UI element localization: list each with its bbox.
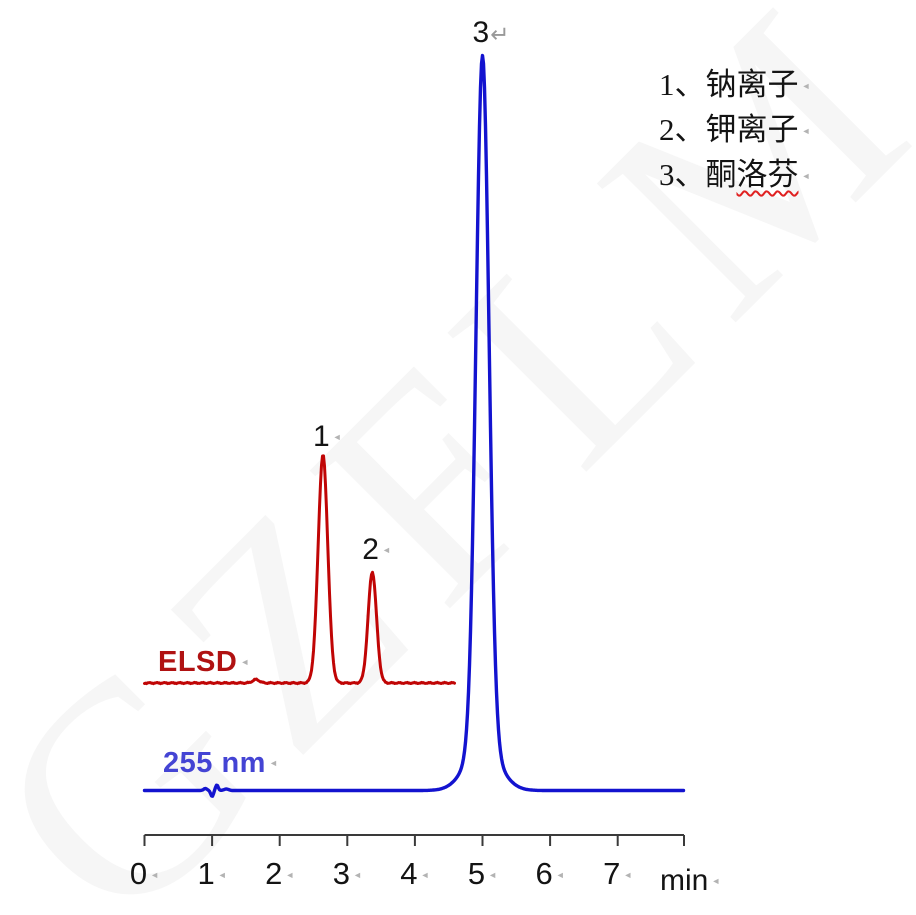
x-tick-label-4: 4 ◄ <box>400 856 429 892</box>
x-axis <box>143 834 685 846</box>
peak-number: 3 <box>472 16 490 49</box>
x-tick-value: 0 <box>129 856 148 891</box>
elsd-trace-label: ELSD ◄ <box>158 646 250 679</box>
legend-item-sodium: 1、钠离子 ◄ <box>659 62 810 107</box>
legend-item-ketoprofen-text: 3、酮 <box>659 157 737 192</box>
x-axis-unit-text: min <box>660 864 709 897</box>
uv-255nm-trace-label-text: 255 nm <box>163 747 266 779</box>
format-mark-icon: ◄ <box>381 545 391 555</box>
peak-label-2: 2 ◄ <box>362 533 391 567</box>
legend-item-ketoprofen-misspelled-text: 洛芬 <box>736 157 799 192</box>
x-tick-value: 4 <box>400 856 418 891</box>
format-mark-icon: ◄ <box>268 758 279 768</box>
elsd-trace-label-text: ELSD <box>158 646 238 678</box>
format-mark-icon: ◄ <box>801 126 811 136</box>
x-tick-label-7: 7 ◄ <box>603 856 632 892</box>
format-mark-icon: ◄ <box>352 870 362 880</box>
format-mark-icon: ◄ <box>240 657 250 667</box>
format-mark-icon: ◄ <box>555 870 565 880</box>
format-mark-icon: ◄ <box>801 171 811 181</box>
format-mark-icon: ◄ <box>801 81 811 91</box>
x-tick-label-0: 0 ◄ <box>130 856 159 892</box>
trace-255-nm <box>142 53 686 798</box>
legend-item-potassium-text: 2、钾离子 <box>659 112 799 147</box>
legend-item-sodium-text: 1、钠离子 <box>659 67 799 102</box>
x-tick-label-1: 1 ◄ <box>198 856 227 892</box>
format-mark-icon: ◄ <box>711 876 721 886</box>
paragraph-return-icon: ↵ <box>490 21 510 47</box>
format-mark-icon: ◄ <box>150 870 160 880</box>
legend-item-potassium: 2、钾离子 ◄ <box>659 107 810 152</box>
x-tick-value: 3 <box>332 856 350 891</box>
x-axis-unit-label: min ◄ <box>660 864 720 898</box>
x-tick-value: 6 <box>535 856 553 891</box>
peak-number: 2 <box>362 533 379 566</box>
x-tick-label-5: 5 ◄ <box>468 856 497 892</box>
format-mark-icon: ◄ <box>623 870 633 880</box>
x-tick-value: 7 <box>603 856 621 891</box>
peak-label-1: 1 ◄ <box>313 420 342 454</box>
x-tick-value: 2 <box>265 856 283 891</box>
format-mark-icon: ◄ <box>285 870 295 880</box>
legend-item-ketoprofen: 3、酮洛芬 ◄ <box>659 152 810 197</box>
peak-number: 1 <box>312 420 330 453</box>
peak-label-3: 3↵ <box>473 16 510 50</box>
format-mark-icon: ◄ <box>217 870 227 880</box>
x-tick-value: 5 <box>467 856 486 891</box>
x-tick-label-6: 6 ◄ <box>536 856 565 892</box>
format-mark-icon: ◄ <box>332 432 342 442</box>
x-tick-label-3: 3 ◄ <box>333 856 362 892</box>
uv-255nm-trace-label: 255 nm ◄ <box>163 747 278 780</box>
peak-legend: 1、钠离子 ◄ 2、钾离子 ◄ 3、酮洛芬 ◄ <box>659 62 810 197</box>
format-mark-icon: ◄ <box>420 870 430 880</box>
x-tick-value: 1 <box>197 856 215 891</box>
x-tick-label-2: 2 ◄ <box>265 856 294 892</box>
format-mark-icon: ◄ <box>488 870 498 880</box>
trace-elsd <box>143 454 456 686</box>
